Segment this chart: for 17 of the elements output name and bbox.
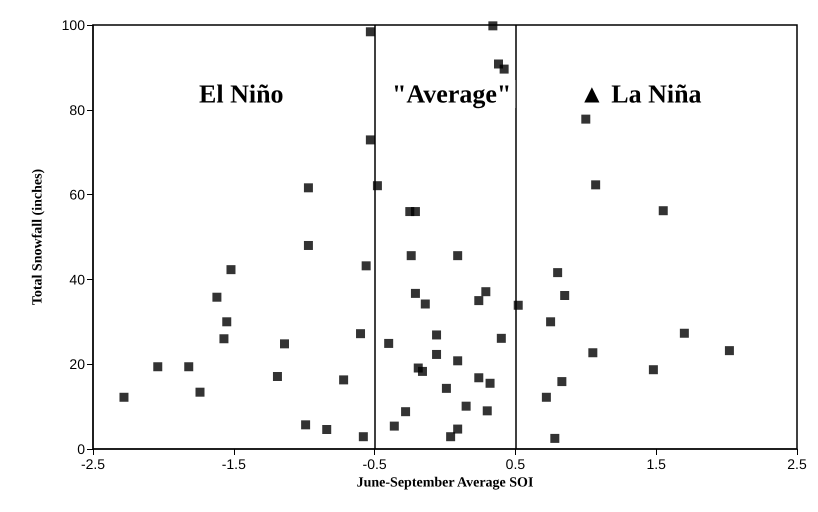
y-tick-label: 80 [69, 102, 86, 118]
y-axis-title: Total Snowfall (inches) [30, 168, 46, 306]
y-tick-label: 40 [69, 271, 86, 288]
x-tick-label: 1.5 [646, 456, 666, 472]
y-tick-label: 100 [62, 17, 86, 33]
y-tick-label: 0 [77, 441, 86, 457]
y-tick-label: 20 [69, 356, 86, 372]
x-tick-label: -1.5 [222, 456, 246, 472]
annotation: "Average" [392, 80, 512, 108]
x-tick-label: 2.5 [787, 456, 807, 472]
x-axis-title: June-September Average SOI [356, 475, 534, 490]
x-tick-label: -0.5 [362, 456, 387, 472]
y-tick-label: 60 [69, 186, 86, 203]
annotation: El Niño [199, 80, 284, 108]
annotation: ▲ La Niña [579, 80, 702, 108]
x-tick-label: 0.5 [506, 456, 526, 472]
x-tick-label: -2.5 [80, 456, 106, 472]
